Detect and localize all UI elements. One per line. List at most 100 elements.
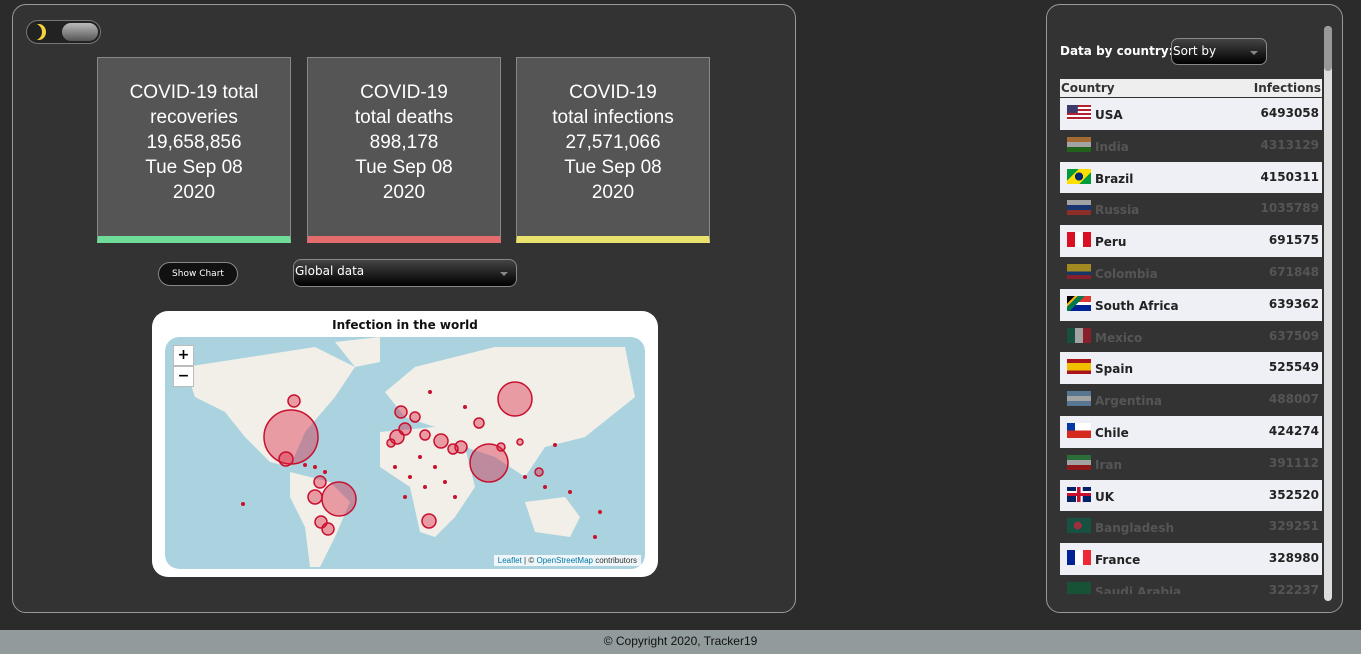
country-name: Russia [1095,203,1140,218]
country-name: Chile [1095,425,1129,440]
zoom-out[interactable]: − [173,366,194,387]
country-name: Mexico [1095,330,1143,345]
card-value: 898,178 [369,132,439,153]
main-panel: COVID-19 total recoveries 19,658,856 Tue… [12,4,796,613]
sidebar-label: Data by country: [1060,44,1174,58]
flag-icon [1067,581,1091,594]
table-row: Mexico 637509 [1060,321,1322,353]
country-name: Argentina [1095,394,1162,409]
card-value: 19,658,856 [146,132,242,153]
country-table: Country Infections USA 6493058 India 431312… [1060,79,1322,594]
flag-icon [1067,454,1091,470]
table-row: Spain 525549 [1060,352,1322,385]
table-row: Brazil 4150311 [1060,161,1322,194]
stat-card: COVID-19 total deaths 898,178 Tue Sep 08… [307,57,501,243]
infection-count: 322237 [1268,582,1319,594]
flag-icon [1067,232,1091,248]
infection-count: 424274 [1268,423,1319,438]
select-arrow [500,272,508,280]
flag-icon [1067,518,1091,534]
infection-count: 639362 [1268,296,1319,311]
country-name: Spain [1095,362,1133,377]
flag-icon [1067,136,1091,152]
card-title: COVID-19 total recoveries [129,82,259,128]
zoom-in[interactable]: + [173,345,194,366]
table-body: USA 6493058 India 4313129 Brazil 4150311 Russi… [1060,98,1322,594]
card-date: Tue Sep 08 2020 [145,157,243,203]
show-chart-button[interactable]: Show Chart [158,262,238,286]
osm-link[interactable]: OpenStreetMap [536,556,593,565]
table-row: India 4313129 [1060,130,1322,162]
infection-count: 671848 [1268,264,1319,279]
table-row: Russia 1035789 [1060,193,1322,225]
table-row: France 328980 [1060,543,1322,575]
scrollbar[interactable] [1324,26,1332,601]
country-name: Colombia [1095,266,1158,281]
infection-count: 525549 [1268,360,1319,375]
infection-count: 6493058 [1260,106,1319,120]
infection-count: 637509 [1268,328,1319,343]
infection-count: 328980 [1268,551,1319,566]
leaflet-link[interactable]: Leaflet [497,556,522,565]
infection-markers [263,381,544,536]
infection-count: 4313129 [1260,137,1319,152]
table-row: USA 6493058 [1060,98,1322,130]
country-name: Saudi Arabia [1095,584,1182,594]
sort-value: Sort by [1173,44,1217,58]
infection-count: 329251 [1268,519,1319,534]
flag-icon [1067,200,1091,216]
infection-count: 1035789 [1260,201,1319,216]
sort-select[interactable]: Sort by [1171,38,1267,65]
card-title: COVID-19 total deaths [354,82,454,128]
stat-card: COVID-19 total recoveries 19,658,856 Tue… [97,57,291,243]
small-markers [241,390,602,539]
table-row: Peru 691575 [1060,225,1322,257]
region-select[interactable]: Global data [293,259,517,287]
table-row: South Africa 639362 [1060,288,1322,321]
moon-icon [32,24,46,40]
infection-count: 352520 [1268,487,1319,502]
flag-icon [1067,295,1091,311]
table-header: Country Infections [1060,79,1322,98]
map-attribution: Leaflet | © OpenStreetMap contributors [493,555,641,566]
card-date: Tue Sep 08 2020 [355,157,453,203]
infection-count: 488007 [1268,392,1319,407]
infection-count: 691575 [1268,233,1319,248]
scroll-thumb[interactable] [1324,26,1332,71]
country-name: Peru [1095,235,1127,250]
table-row: Argentina 488007 [1060,384,1322,416]
theme-toggle[interactable] [26,20,101,44]
map-title: Infection in the world [332,318,478,332]
card-value: 27,571,066 [565,132,661,153]
flag-icon [1067,359,1091,375]
select-value: Global data [295,264,365,278]
footer: © Copyright 2020, Tracker19 [0,630,1361,654]
flag-icon [1067,168,1091,184]
flag-icon [1067,327,1091,343]
flag-icon [1067,486,1091,502]
flag-icon [1067,550,1091,566]
country-name: Brazil [1095,171,1134,186]
country-name: France [1095,553,1141,568]
land [185,337,635,567]
country-name: USA [1095,108,1123,122]
table-row: Chile 424274 [1060,415,1322,448]
table-row: Bangladesh 329251 [1060,511,1322,543]
infection-count: 391112 [1268,455,1319,470]
country-name: India [1095,139,1129,154]
flag-icon [1067,263,1091,279]
world-map[interactable] [165,337,645,569]
flag-icon [1067,422,1091,438]
stat-card: COVID-19 total infections 27,571,066 Tue… [516,57,710,243]
card-title: COVID-19 total infections [552,82,674,128]
country-name: South Africa [1095,298,1179,313]
table-row: Colombia 671848 [1060,257,1322,289]
table-row: Saudi Arabia 322237 [1060,575,1322,594]
flag-icon [1067,391,1091,407]
header-cell: Country [1061,81,1115,95]
attribution-suffix: contributors [595,556,637,565]
map-card: Infection in the world [152,311,658,577]
table-row: UK 352520 [1060,479,1322,512]
